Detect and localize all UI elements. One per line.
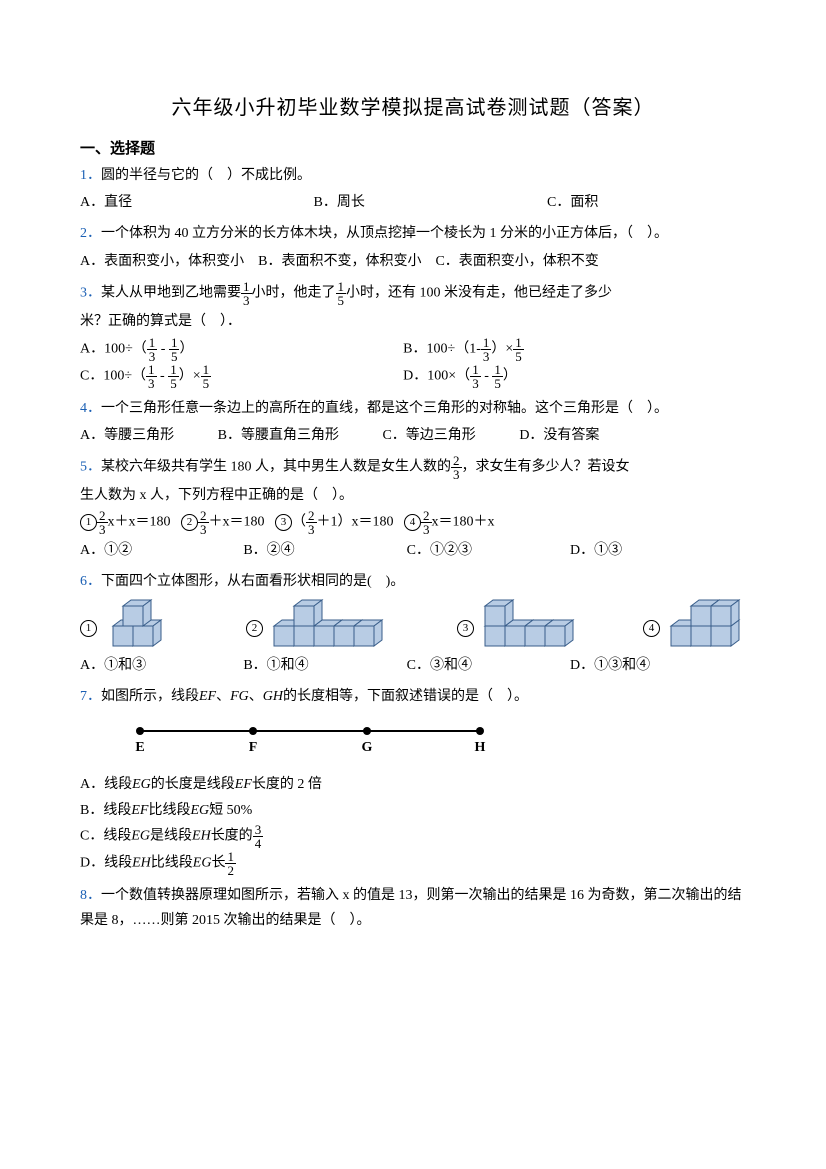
q4-options: A．等腰三角形 B．等腰直角三角形 C．等边三角形 D．没有答案 [80,423,746,448]
q5-t3: 生人数为 x 人，下列方程中正确的是（ ）。 [80,483,746,508]
q6-opt-d: D．①③和④ [570,653,730,678]
q5-t2: ，求女生有多少人？若设女 [462,460,630,475]
q6-shapes: 1 2 3 [80,596,746,651]
question-5: 5．某校六年级共有学生 180 人，其中男生人数是女生人数的23，求女生有多少人… [80,454,746,481]
q6-num: 6． [80,574,101,589]
q1-opt-b: B．周长 [314,190,504,215]
q1-text: 圆的半径与它的（ ）不成比例。 [101,168,311,183]
frac-1-5: 15 [336,280,347,307]
q6-text: 下面四个立体图形，从右面看形状相同的是( )。 [101,574,404,589]
q7-t1: 如图所示，线段 [101,689,199,704]
q4-opt-c: C．等边三角形 [382,423,475,448]
q8-num: 8． [80,888,101,903]
question-4: 4．一个三角形任意一条边上的高所在的直线，都是这个三角形的对称轴。这个三角形是（… [80,396,746,421]
cube-shape-4 [666,596,746,651]
q4-opt-a: A．等腰三角形 [80,423,174,448]
question-7: 7．如图所示，线段EF、FG、GH的长度相等，下面叙述错误的是（ ）。 [80,684,746,709]
q1-opt-c: C．面积 [547,190,598,215]
section-header: 一、选择题 [80,136,746,163]
q2-options: A．表面积变小，体积变小 B．表面积不变，体积变小 C．表面积变小，体积不变 [80,249,746,274]
q5-opt-b: B．②④ [243,538,403,563]
q3-t4: 米？正确的算式是（ ）． [80,309,746,334]
q3-opt-a: A．100÷（13 - 15） [80,336,400,363]
page-title: 六年级小升初毕业数学模拟提高试卷测试题（答案） [80,90,746,126]
svg-text:F: F [249,740,258,755]
svg-text:E: E [135,740,144,755]
svg-text:G: G [362,740,373,755]
question-6: 6．下面四个立体图形，从右面看形状相同的是( )。 [80,569,746,594]
q3-num: 3． [80,285,101,300]
q1-options: A．直径 B．周长 C．面积 [80,190,746,215]
q3-opt-d: D．100×（13 - 15） [403,363,723,390]
q6-opt-b: B．①和④ [243,653,403,678]
q5-options: A．①② B．②④ C．①②③ D．①③ [80,538,746,563]
q7-opt-d: D．线段EH比线段EG长12 [80,850,746,877]
q6-opt-a: A．①和③ [80,653,240,678]
q5-opt-c: C．①②③ [407,538,567,563]
q2-text: 一个体积为 40 立方分米的长方体木块，从顶点挖掉一个棱长为 1 分米的小正方体… [101,226,668,241]
q3-opt-b: B．100÷（1-13）×15 [403,336,723,363]
q7-opt-a: A．线段EG的长度是线段EF长度的 2 倍 [80,772,746,797]
q5-equations: 123x＋x＝180 223＋x＝180 3（23＋1）x＝180 423x＝1… [80,509,746,536]
q1-opt-a: A．直径 [80,190,270,215]
q4-text: 一个三角形任意一条边上的高所在的直线，都是这个三角形的对称轴。这个三角形是（ ）… [101,401,668,416]
q7-num: 7． [80,689,101,704]
q5-opt-d: D．①③ [570,538,730,563]
frac-2-3: 23 [451,454,462,481]
line-diagram: E F G H [130,719,490,759]
q2-num: 2． [80,226,101,241]
q5-t1: 某校六年级共有学生 180 人，其中男生人数是女生人数的 [101,460,451,475]
q4-opt-d: D．没有答案 [519,423,599,448]
q3-t1: 某人从甲地到乙地需要 [101,285,241,300]
question-3: 3．某人从甲地到乙地需要13小时，他走了15小时，还有 100 米没有走，他已经… [80,280,746,307]
q7-opt-c: C．线段EG是线段EH长度的34 [80,823,746,850]
frac-1-3: 13 [241,280,252,307]
q7-opt-b: B．线段EF比线段EG短 50% [80,798,746,823]
svg-text:H: H [475,740,486,755]
q4-opt-b: B．等腰直角三角形 [218,423,339,448]
question-2: 2．一个体积为 40 立方分米的长方体木块，从顶点挖掉一个棱长为 1 分米的小正… [80,221,746,246]
q3-opt-c: C．100÷（13 - 15）×15 [80,363,400,390]
q3-t3: 小时，还有 100 米没有走，他已经走了多少 [346,285,612,300]
question-1: 1．圆的半径与它的（ ）不成比例。 [80,163,746,188]
q8-text: 一个数值转换器原理如图所示，若输入 x 的值是 13，则第一次输出的结果是 16… [80,888,742,928]
cube-shape-3 [480,596,580,651]
cube-shape-1 [103,596,183,651]
q2-opt-a: A．表面积变小，体积变小 [80,254,244,269]
cube-shape-2 [269,596,394,651]
q2-opt-b: B．表面积不变，体积变小 [258,254,421,269]
question-8: 8．一个数值转换器原理如图所示，若输入 x 的值是 13，则第一次输出的结果是 … [80,883,746,933]
q4-num: 4． [80,401,101,416]
q1-num: 1． [80,168,101,183]
q3-t2: 小时，他走了 [252,285,336,300]
q5-num: 5． [80,460,101,475]
q2-opt-c: C．表面积变小，体积不变 [435,254,598,269]
q5-opt-a: A．①② [80,538,240,563]
q6-options: A．①和③ B．①和④ C．③和④ D．①③和④ [80,653,746,678]
q6-opt-c: C．③和④ [407,653,567,678]
q3-options: A．100÷（13 - 15） B．100÷（1-13）×15 C．100÷（1… [80,336,746,390]
